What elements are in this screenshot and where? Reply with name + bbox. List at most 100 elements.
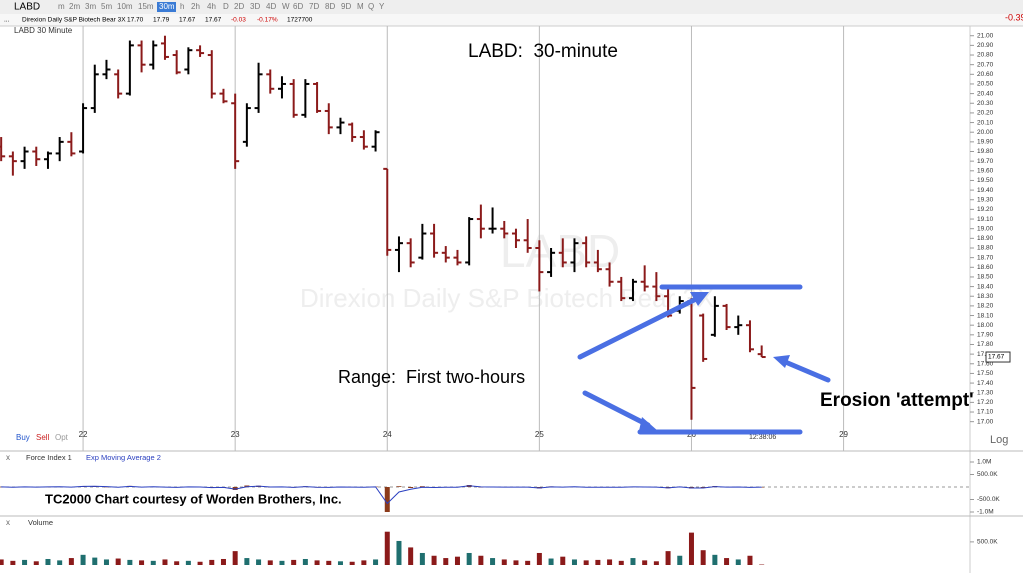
volume-bar [314,560,320,565]
volume-bar [22,559,28,565]
volume-bar [747,555,753,565]
close-panel[interactable]: x [6,518,10,527]
y-tick-label: 17.90 [977,332,994,339]
x-tick-label: 26 [687,430,696,439]
volume-bar [618,560,624,565]
volume-bar [677,555,683,565]
y-tick-label: 19.70 [977,158,994,165]
volume-bar [490,558,496,565]
volume-bar [174,561,180,565]
x-tick-label: 29 [839,430,848,439]
timeframe-button[interactable]: 7D [309,2,319,11]
volume-bar [735,559,741,565]
volume-bar [0,559,4,565]
x-tick-label: 25 [535,430,544,439]
force-bar [408,487,414,488]
y-tick-label: 17.40 [977,380,994,387]
volume-bar [607,559,613,565]
opt-button[interactable]: Opt [55,433,69,442]
volume-bar [302,558,308,565]
y-tick-label: 17.50 [977,370,994,377]
close-panel[interactable]: x [6,453,10,462]
info-field: 17.79 [153,17,170,24]
volume-bar [525,560,531,565]
volume-bar [279,560,285,565]
y-tick-label: 21.00 [977,32,994,39]
timeframe-button[interactable]: 9D [341,2,351,11]
timeframe-button[interactable]: 4h [207,2,216,11]
volume-bar [361,560,367,565]
volume-bar [256,559,262,565]
timeframe-button[interactable]: 3D [250,2,260,11]
y-tick-label: 17.30 [977,389,994,396]
buy-button[interactable]: Buy [16,433,30,442]
y-tick-label: 17.00 [977,418,994,425]
volume-bar [548,558,554,565]
y-tick-label: 19.80 [977,148,994,155]
legend-entry: Volume [28,518,53,527]
y-tick-label: 19.20 [977,206,994,213]
volume-bar [92,557,98,565]
volume-bar [57,560,63,565]
last-price-label: 17.67 [988,354,1005,361]
timeframe-button[interactable]: D [223,2,229,11]
legend-entry[interactable]: Exp Moving Average 2 [86,453,161,462]
volume-bar [267,560,273,565]
volume-bar [103,559,109,565]
timeframe-button[interactable]: 2h [191,2,200,11]
volume-bar [536,552,542,565]
timeframe-button[interactable]: 10m [117,2,133,11]
timeframe-button[interactable]: 30m [159,2,175,11]
volume-bar [571,559,577,565]
y-tick-label: 19.50 [977,177,994,184]
timeframe-button[interactable]: 2m [69,2,80,11]
symbol[interactable]: LABD [14,2,40,13]
force-bar [396,486,402,487]
timeframe-button[interactable]: 3m [85,2,96,11]
y-tick-label: 19.10 [977,216,994,223]
timeframe-button[interactable]: Y [379,2,385,11]
timeframe-button[interactable]: m [58,2,65,11]
timeframe-button[interactable]: 15m [138,2,154,11]
y-tick-label: 18.50 [977,274,994,281]
timeframe-button[interactable]: Q [368,2,374,11]
y-tick-label: 500.0K [977,539,998,546]
scale-button[interactable]: Log [990,434,1008,446]
credit: TC2000 Chart courtesy of Worden Brothers… [45,491,342,506]
y-tick-label: 19.30 [977,196,994,203]
timeframe-button[interactable]: 8D [325,2,335,11]
y-tick-label: -500.0K [977,496,1000,503]
volume-bar [396,540,402,565]
y-tick-label: 18.00 [977,322,994,329]
sell-button[interactable]: Sell [36,433,50,442]
timeframe-button[interactable]: 6D [293,2,303,11]
y-tick-label: 18.30 [977,293,994,300]
y-tick-label: 18.40 [977,283,994,290]
info-field: 1727700 [287,17,313,24]
timeframe-button[interactable]: 5m [101,2,112,11]
y-tick-label: 19.60 [977,168,994,175]
force-bar [384,487,390,512]
timeframe-button[interactable]: M [357,2,364,11]
annotation: Erosion 'attempt' [820,390,974,411]
timeframe-button[interactable]: 4D [266,2,276,11]
volume-bar [232,551,238,565]
volume-bar [724,558,730,565]
volume-bar [653,561,659,565]
arrow [780,358,831,383]
net-change: -0.39 [1005,12,1023,22]
legend-entry[interactable]: Force Index 1 [26,453,72,462]
volume-bar [197,561,203,565]
y-tick-label: 18.90 [977,235,994,242]
x-tick-label: 22 [79,430,88,439]
y-tick-label: 17.70 [977,351,994,358]
arrow [582,390,651,428]
timeframe-button[interactable]: h [180,2,184,11]
volume-bar [466,552,472,565]
volume-bar [373,559,379,565]
y-tick-label: 19.40 [977,187,994,194]
timeframe-button[interactable]: 2D [234,2,244,11]
timeframe-button[interactable]: W [282,2,290,11]
